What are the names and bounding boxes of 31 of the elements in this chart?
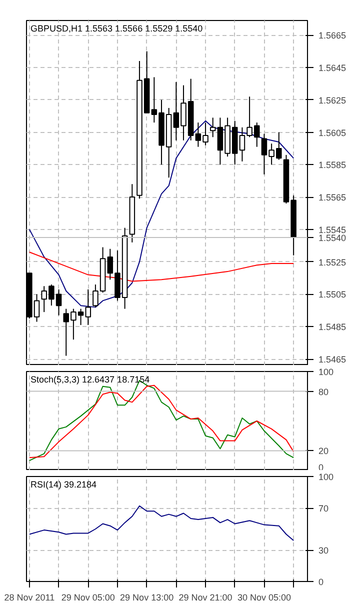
line-series (28, 120, 294, 308)
y-tick-label: 1.5585 (318, 160, 346, 170)
candlestick (210, 117, 216, 138)
y-tick-label: 1.5605 (318, 128, 346, 138)
y-tick-label: 1.5665 (318, 30, 346, 41)
y-tick-label: 1.5485 (318, 322, 346, 332)
chart-title: RSI(14) 39.2184 (30, 480, 97, 490)
y-tick-label: 1.5525 (318, 257, 346, 268)
y-tick-label: 0 (318, 577, 324, 587)
y-tick-label: 1.5625 (318, 95, 346, 106)
y-tick-label: 30 (318, 546, 329, 556)
x-tick-label: 29 Nov 13:00 (120, 592, 174, 602)
x-tick-label: 28 Nov 2011 (4, 592, 55, 602)
chart-title: Stoch(5,3,3) 12.6437 18.7154 (30, 374, 150, 384)
y-tick-label: 20 (318, 446, 329, 456)
x-tick-label: 29 Nov 21:00 (178, 592, 232, 602)
line-series (28, 252, 294, 282)
y-tick-label: 1.5565 (318, 192, 346, 203)
y-tick-label: 1.5465 (318, 354, 346, 365)
ref-line-label: 1.5540 (318, 233, 346, 244)
y-tick-label: 100 (318, 472, 334, 482)
x-tick-label: 29 Nov 05:00 (61, 592, 115, 602)
y-tick-label: 1.5545 (318, 224, 346, 235)
x-tick-label: 30 Nov 05:00 (237, 592, 291, 602)
y-tick-label: 100 (318, 367, 334, 377)
y-tick-label: 70 (318, 504, 329, 514)
chart-title: GBPUSD,H1 1.5563 1.5566 1.5529 1.5540 (30, 24, 203, 34)
y-tick-label: 80 (318, 386, 329, 397)
line-series (28, 505, 294, 542)
y-tick-label: 1.5505 (318, 290, 346, 300)
y-tick-label: 1.5645 (318, 62, 346, 73)
